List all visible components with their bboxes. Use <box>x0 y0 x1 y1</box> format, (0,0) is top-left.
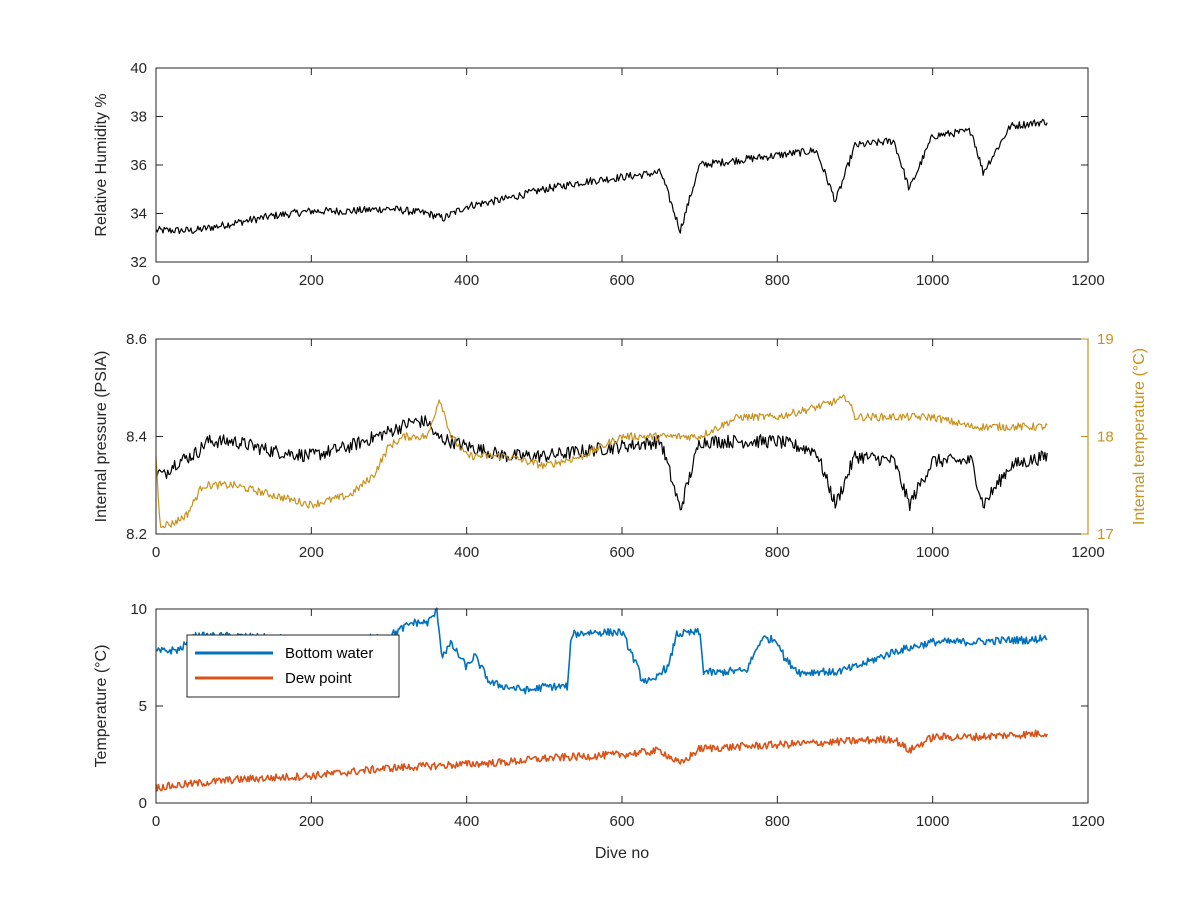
plot-area <box>156 68 1088 262</box>
x-tick-label: 1200 <box>1071 272 1104 289</box>
y-tick-label: 40 <box>130 60 147 77</box>
x-tick-label: 1000 <box>916 544 949 561</box>
subplot-2: 0 200 400 600 800 1000 1200 8.2 8.4 8.6 17 18 19 Inte… <box>93 331 1148 561</box>
y-axis-label: Relative Humidity % <box>93 93 110 236</box>
x-tick-label: 200 <box>299 544 324 561</box>
x-tick-label: 1200 <box>1071 813 1104 830</box>
legend-entry-label: Dew point <box>285 670 353 687</box>
y-axis-right-label: Internal temperature (°C) <box>1131 348 1148 525</box>
y-tick-label: 34 <box>130 206 147 223</box>
y-tick-label: 32 <box>130 254 147 271</box>
y-tick-label: 36 <box>130 157 147 174</box>
legend: Bottom water Dew point <box>187 635 399 697</box>
x-tick-label: 400 <box>454 544 479 561</box>
x-tick-label: 600 <box>609 544 634 561</box>
x-tick-label: 0 <box>152 272 160 289</box>
y-tick-label: 8.4 <box>126 429 147 446</box>
y-tick-label: 38 <box>130 109 147 126</box>
y-axis-label: Internal pressure (PSIA) <box>93 351 110 523</box>
x-axis-label: Dive no <box>595 845 649 862</box>
x-tick-label: 800 <box>765 813 790 830</box>
y-axis-label: Temperature (°C) <box>93 645 110 768</box>
subplot-1: 0 200 400 600 800 1000 1200 32 34 36 38 40 Relative … <box>93 60 1105 289</box>
x-tick-label: 400 <box>454 813 479 830</box>
x-tick-label: 600 <box>609 272 634 289</box>
y-tick-label: 8.2 <box>126 526 147 543</box>
y-tick-label: 8.6 <box>126 331 147 348</box>
y-right-tick-label: 18 <box>1097 429 1114 446</box>
x-tick-label: 200 <box>299 813 324 830</box>
x-tick-label: 1000 <box>916 813 949 830</box>
x-tick-label: 0 <box>152 813 160 830</box>
y-tick-label: 10 <box>130 601 147 618</box>
x-tick-label: 400 <box>454 272 479 289</box>
y-tick-label: 0 <box>139 795 147 812</box>
x-tick-label: 200 <box>299 272 324 289</box>
x-tick-label: 0 <box>152 544 160 561</box>
x-tick-label: 800 <box>765 272 790 289</box>
x-tick-label: 1200 <box>1071 544 1104 561</box>
x-tick-label: 1000 <box>916 272 949 289</box>
legend-entry-label: Bottom water <box>285 645 373 662</box>
y-right-tick-label: 19 <box>1097 331 1114 348</box>
x-tick-label: 600 <box>609 813 634 830</box>
x-tick-label: 800 <box>765 544 790 561</box>
y-tick-label: 5 <box>139 698 147 715</box>
y-right-tick-label: 17 <box>1097 526 1114 543</box>
